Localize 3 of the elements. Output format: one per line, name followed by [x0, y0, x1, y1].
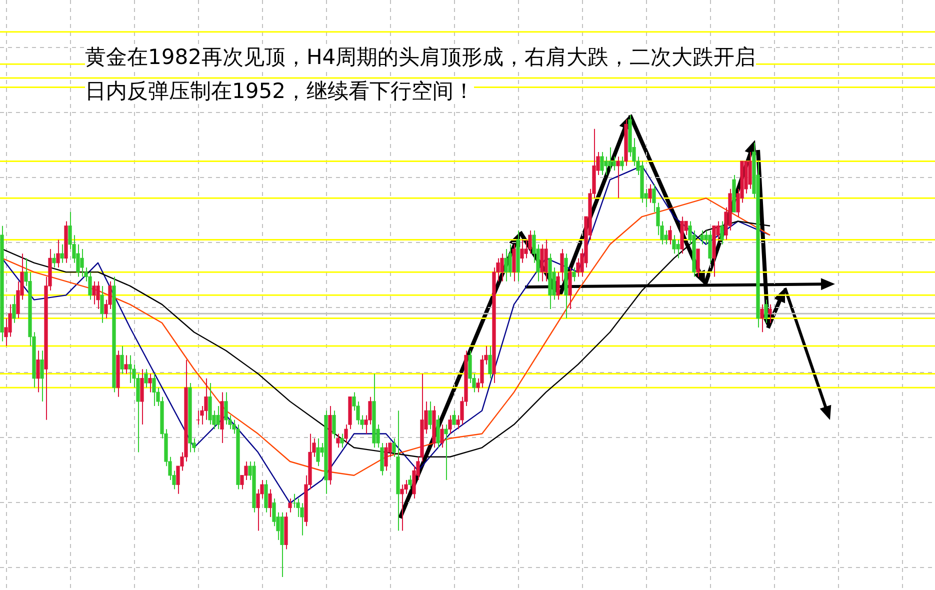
chart-title: 黄金在1982再次见顶，H4周期的头肩顶形成，右肩大跌，二次大跌开启 — [85, 45, 756, 69]
chart-subtitle: 日内反弹压制在1952，继续看下行空间！ — [85, 79, 474, 103]
candlestick — [196, 410, 200, 426]
